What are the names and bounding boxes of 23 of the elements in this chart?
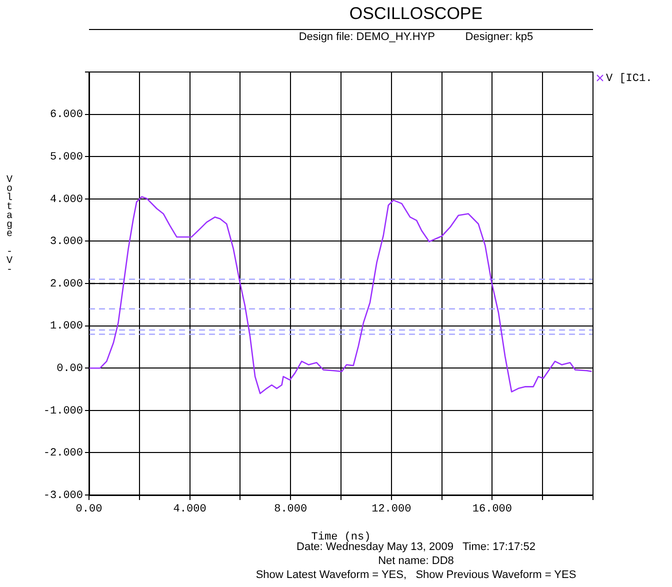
text: Show Latest Waveform = YES, Show Previous Waveform = YES [254,568,578,582]
x-axis-title: Time (ns) [311,531,371,544]
y-tick-label: -3.000 [43,490,83,502]
x-tick-label: 8.000 [274,504,308,516]
y-tick-label: 3.000 [50,236,83,248]
y-tick-label: -2.000 [43,448,83,460]
y-tick-label: 0.00 [56,363,83,376]
y-tick-label: -1.000 [43,405,83,418]
legend-label: V [IC1. [606,72,652,85]
y-axis-title: Voltage -V- [4,175,15,274]
text: Net name: DD8 [377,554,455,568]
x-tick-label: 16.000 [472,504,512,516]
x-tick-label: 4.000 [173,504,206,516]
y-tick-label: 2.000 [50,278,83,290]
y-tick-label: 4.000 [50,194,83,206]
y-tick-label: 6.000 [50,109,83,122]
y-tick-label: 5.000 [50,152,83,164]
chart-title: OSCILLOSCOPE [348,4,484,24]
text: Date: Wednesday May 13, 2009 Time: 17:17:52 [296,541,536,554]
chart-subtitle: Design file: DEMO_HY.HYP Designer: kp5 [298,31,534,43]
x-tick-label: 12.000 [372,504,412,516]
y-tick-label: 1.000 [50,320,83,333]
x-tick-label: 0.00 [76,504,102,516]
